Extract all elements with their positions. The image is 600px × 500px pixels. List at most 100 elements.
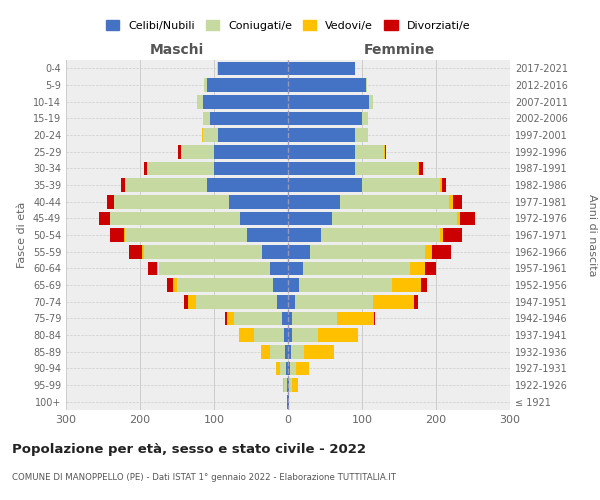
- Bar: [225, 312, 227, 325]
- Bar: [129, 245, 142, 258]
- Bar: [177, 278, 273, 292]
- Bar: [460, 212, 475, 225]
- Bar: [277, 295, 288, 308]
- Bar: [295, 295, 373, 308]
- Bar: [124, 228, 125, 242]
- Bar: [442, 178, 446, 192]
- Bar: [181, 145, 214, 158]
- Bar: [288, 162, 355, 175]
- Bar: [270, 345, 285, 358]
- Bar: [284, 378, 287, 392]
- Bar: [317, 328, 358, 342]
- Bar: [240, 212, 288, 225]
- Bar: [425, 262, 436, 275]
- Bar: [144, 245, 262, 258]
- Y-axis label: Anni di nascita: Anni di nascita: [587, 194, 598, 276]
- Bar: [227, 312, 234, 325]
- Bar: [196, 295, 277, 308]
- Bar: [340, 195, 449, 208]
- Bar: [332, 212, 457, 225]
- Bar: [299, 278, 392, 292]
- Bar: [392, 278, 421, 292]
- Bar: [370, 95, 373, 108]
- Bar: [440, 228, 443, 242]
- Bar: [276, 362, 280, 375]
- Bar: [206, 78, 288, 92]
- Bar: [203, 128, 218, 142]
- Bar: [142, 245, 144, 258]
- Text: COMUNE DI MANOPPELLO (PE) - Dati ISTAT 1° gennaio 2022 - Elaborazione TUTTITALIA: COMUNE DI MANOPPELLO (PE) - Dati ISTAT 1…: [12, 472, 396, 482]
- Bar: [384, 145, 385, 158]
- Bar: [288, 62, 355, 75]
- Bar: [374, 312, 376, 325]
- Bar: [288, 145, 355, 158]
- Bar: [206, 178, 288, 192]
- Bar: [229, 195, 288, 208]
- Bar: [125, 178, 206, 192]
- Bar: [362, 112, 368, 125]
- Bar: [173, 278, 177, 292]
- Bar: [385, 145, 386, 158]
- Y-axis label: Fasce di età: Fasce di età: [17, 202, 27, 268]
- Bar: [288, 345, 291, 358]
- Bar: [457, 212, 460, 225]
- Bar: [157, 262, 158, 275]
- Bar: [292, 378, 298, 392]
- Bar: [234, 312, 282, 325]
- Bar: [337, 312, 374, 325]
- Bar: [288, 212, 332, 225]
- Bar: [449, 195, 453, 208]
- Bar: [285, 345, 288, 358]
- Bar: [214, 145, 288, 158]
- Bar: [288, 278, 299, 292]
- Bar: [292, 328, 317, 342]
- Bar: [205, 78, 206, 92]
- Legend: Celibi/Nubili, Coniugati/e, Vedovi/e, Divorziati/e: Celibi/Nubili, Coniugati/e, Vedovi/e, Di…: [103, 16, 473, 34]
- Bar: [148, 162, 214, 175]
- Bar: [288, 112, 362, 125]
- Text: Maschi: Maschi: [150, 42, 204, 56]
- Bar: [107, 195, 114, 208]
- Bar: [273, 278, 288, 292]
- Bar: [178, 145, 181, 158]
- Bar: [269, 262, 288, 275]
- Bar: [121, 178, 125, 192]
- Bar: [254, 328, 284, 342]
- Bar: [288, 228, 322, 242]
- Bar: [453, 195, 462, 208]
- Bar: [414, 295, 418, 308]
- Bar: [362, 178, 440, 192]
- Bar: [184, 295, 188, 308]
- Bar: [310, 245, 425, 258]
- Bar: [288, 328, 292, 342]
- Bar: [355, 145, 384, 158]
- Bar: [288, 362, 290, 375]
- Bar: [410, 262, 425, 275]
- Bar: [283, 378, 284, 392]
- Bar: [425, 245, 432, 258]
- Bar: [421, 278, 427, 292]
- Bar: [290, 362, 296, 375]
- Bar: [110, 212, 240, 225]
- Bar: [288, 262, 303, 275]
- Bar: [217, 62, 218, 75]
- Bar: [304, 345, 334, 358]
- Bar: [203, 112, 210, 125]
- Bar: [443, 228, 462, 242]
- Bar: [247, 228, 288, 242]
- Bar: [167, 278, 173, 292]
- Bar: [239, 328, 254, 342]
- Bar: [288, 312, 292, 325]
- Bar: [210, 112, 288, 125]
- Bar: [280, 362, 286, 375]
- Bar: [284, 328, 288, 342]
- Bar: [218, 62, 288, 75]
- Bar: [303, 262, 410, 275]
- Bar: [148, 262, 157, 275]
- Bar: [291, 345, 304, 358]
- Bar: [288, 128, 355, 142]
- Bar: [289, 378, 292, 392]
- Bar: [144, 162, 148, 175]
- Bar: [125, 228, 247, 242]
- Bar: [418, 162, 419, 175]
